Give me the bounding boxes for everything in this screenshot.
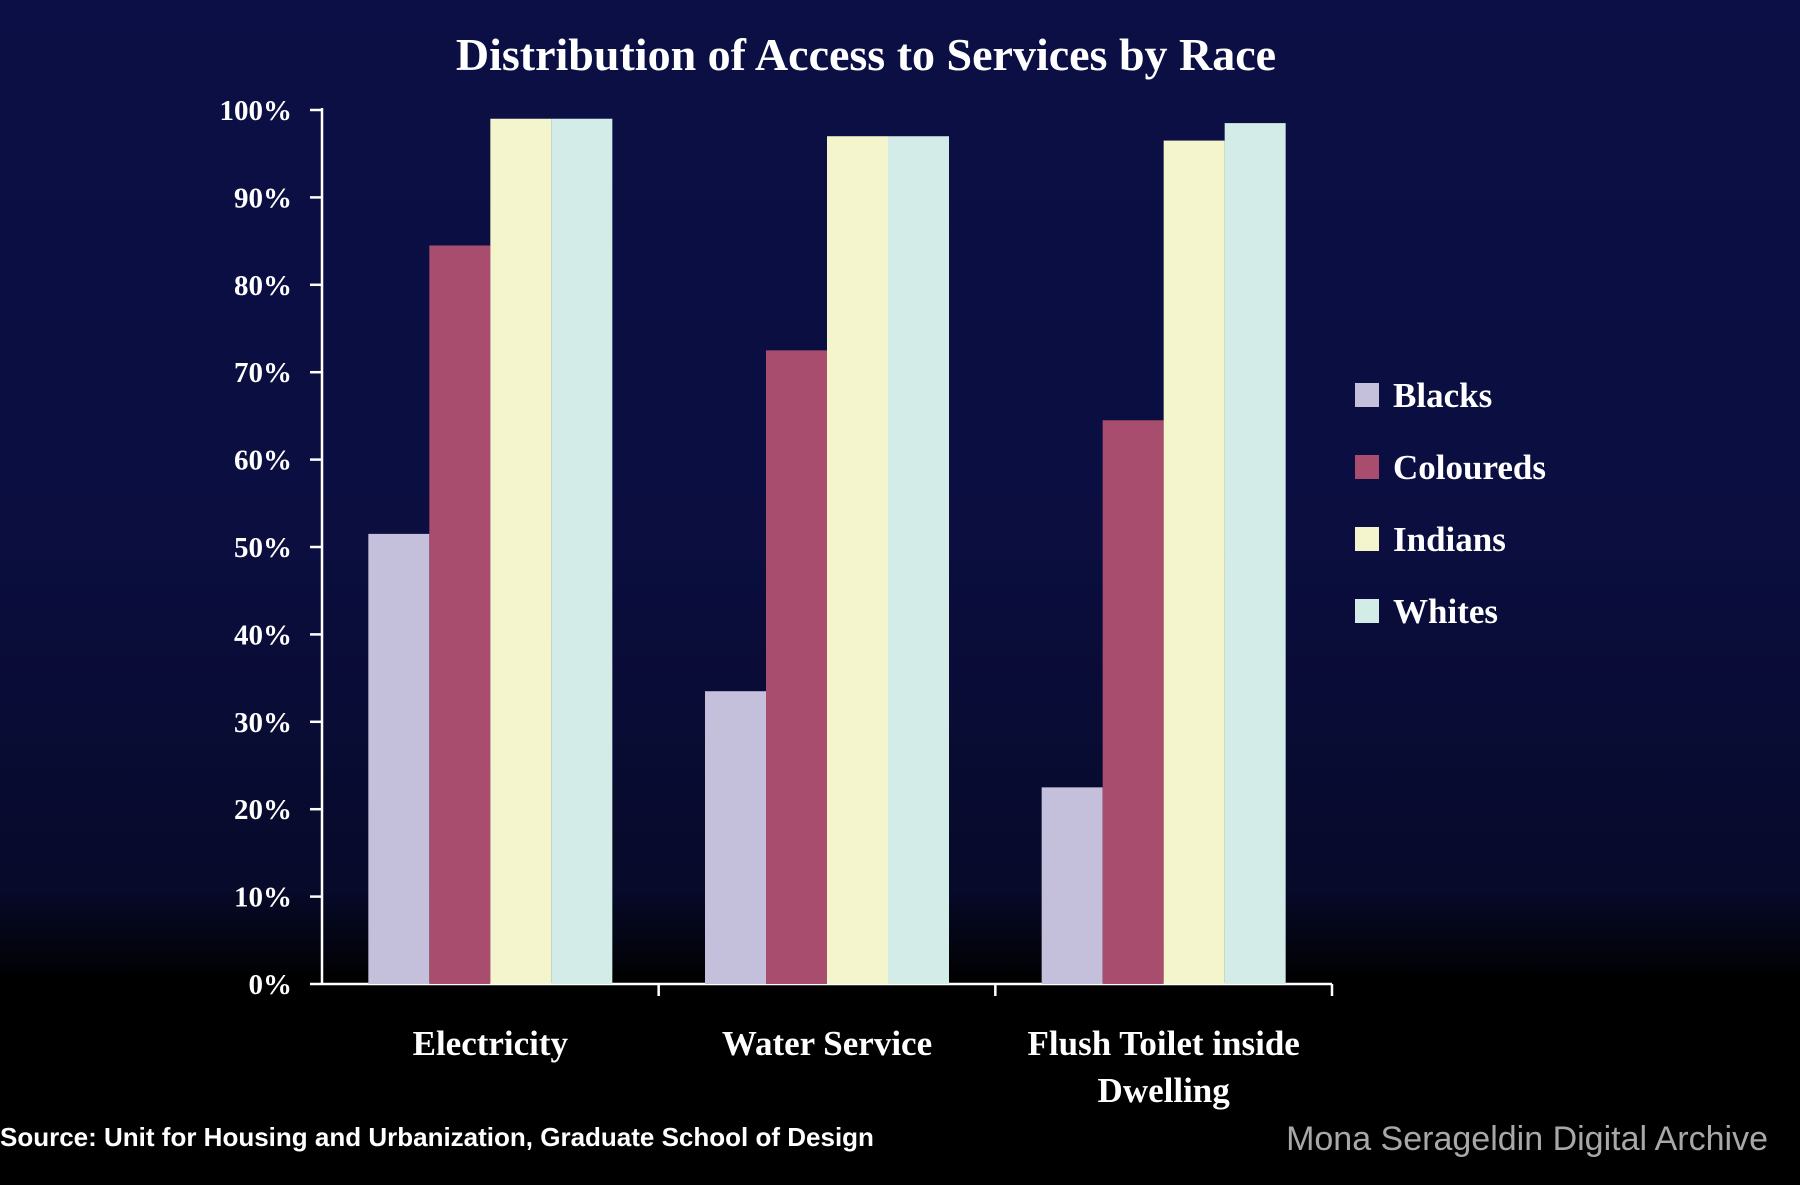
chart-legend: Blacks Coloureds Indians Whites <box>1355 376 1546 631</box>
y-tick-label: 90% <box>234 182 292 214</box>
bar-coloureds <box>1102 420 1164 984</box>
y-tick-label: 40% <box>234 619 292 651</box>
y-tick-label: 20% <box>234 794 292 826</box>
bar-blacks <box>1041 787 1103 984</box>
bar-indians <box>827 136 888 985</box>
legend-label: Whites <box>1393 592 1498 631</box>
legend-label: Indians <box>1393 520 1506 559</box>
y-tick-label: 70% <box>234 357 292 389</box>
x-tick-label: Electricity <box>413 1024 569 1063</box>
bar-whites <box>551 118 613 985</box>
legend-swatch-coloureds <box>1355 455 1379 479</box>
legend-swatch-whites <box>1355 599 1379 623</box>
x-tick-label: Water Service <box>722 1024 932 1063</box>
watermark: Mona Serageldin Digital Archive <box>1286 1120 1768 1158</box>
y-tick-label: 100% <box>220 95 293 127</box>
bar-coloureds <box>766 350 827 985</box>
legend-label: Blacks <box>1393 376 1492 415</box>
bar-indians <box>490 118 552 985</box>
bar-coloureds <box>429 245 491 985</box>
bar-blacks <box>368 533 430 984</box>
y-tick-label: 0% <box>249 969 293 1001</box>
legend-swatch-indians <box>1355 527 1379 551</box>
y-tick-label: 10% <box>234 882 292 914</box>
y-tick-label: 80% <box>234 270 292 302</box>
legend-swatch-blacks <box>1355 383 1379 407</box>
chart-bars <box>368 118 1286 985</box>
bar-blacks <box>705 691 766 984</box>
y-tick-label: 30% <box>234 707 292 739</box>
bar-indians <box>1163 140 1225 985</box>
chart-axes: 0% 10% 20% 30% 40% 50% 60% 70% 80% 90% 100% Electri… <box>220 95 1334 1110</box>
source-note: Source: Unit for Housing and Urbanizatio… <box>0 1122 874 1152</box>
y-tick-label: 60% <box>234 445 292 477</box>
x-tick-label: Flush Toilet inside Dwelling <box>1028 1024 1300 1110</box>
y-tick-label: 50% <box>234 532 292 564</box>
bar-whites <box>888 136 949 985</box>
chart-title: Distribution of Access to Services by Ra… <box>456 29 1276 80</box>
bar-whites <box>1224 123 1286 985</box>
legend-label: Coloureds <box>1393 448 1546 487</box>
